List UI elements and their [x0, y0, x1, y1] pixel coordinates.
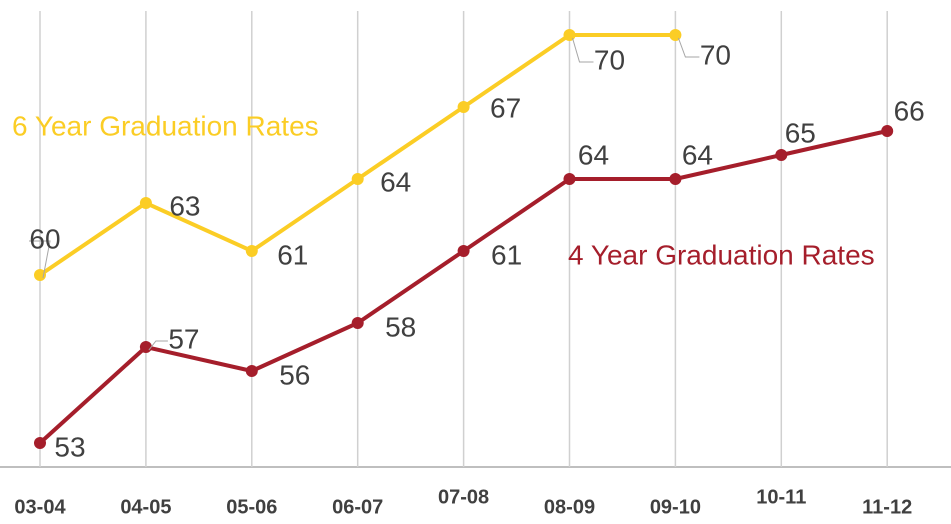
point — [881, 125, 894, 137]
point — [351, 317, 364, 329]
data-label: 58 — [385, 311, 416, 342]
leader-line — [572, 37, 594, 63]
data-label: 65 — [785, 117, 816, 148]
data-label: 66 — [894, 95, 925, 126]
data-label: 53 — [54, 431, 85, 462]
data-label: 64 — [682, 139, 713, 170]
data-label: 60 — [29, 223, 60, 254]
leader-line — [677, 37, 700, 58]
point — [457, 245, 470, 257]
point — [775, 149, 788, 161]
point — [669, 29, 682, 41]
series-name: 4 Year Graduation Rates — [568, 239, 875, 270]
leader-line — [148, 340, 168, 351]
point — [669, 173, 682, 185]
x-tick-label: 07-08 — [438, 486, 489, 508]
point — [245, 365, 258, 377]
x-tick-label: 10-11 — [756, 486, 806, 508]
x-tick-label: 11-12 — [862, 496, 912, 518]
x-tick-label: 08-09 — [544, 496, 595, 518]
x-tick-label: 03-04 — [14, 496, 66, 518]
leader-line — [29, 240, 51, 279]
point — [245, 245, 258, 257]
data-label: 63 — [169, 190, 200, 221]
data-label: 70 — [594, 44, 625, 75]
data-label: 61 — [491, 239, 522, 270]
data-label: 56 — [279, 359, 310, 390]
data-label: 64 — [578, 139, 609, 170]
x-tick-label: 05-06 — [226, 496, 277, 518]
data-label: 67 — [490, 92, 521, 123]
data-label: 70 — [700, 39, 731, 70]
point — [139, 197, 152, 209]
point — [457, 101, 470, 113]
x-tick-label: 09-10 — [650, 496, 701, 518]
x-tick-label: 06-07 — [332, 496, 383, 518]
point — [34, 437, 46, 449]
point — [351, 173, 364, 185]
x-tick-label: 04-05 — [120, 496, 171, 518]
point — [563, 29, 576, 41]
series-name: 6 Year Graduation Rates — [12, 110, 319, 141]
data-label: 57 — [168, 323, 199, 354]
data-label: 61 — [277, 239, 308, 270]
point — [563, 173, 576, 185]
data-label: 64 — [380, 166, 411, 197]
point — [139, 341, 152, 353]
